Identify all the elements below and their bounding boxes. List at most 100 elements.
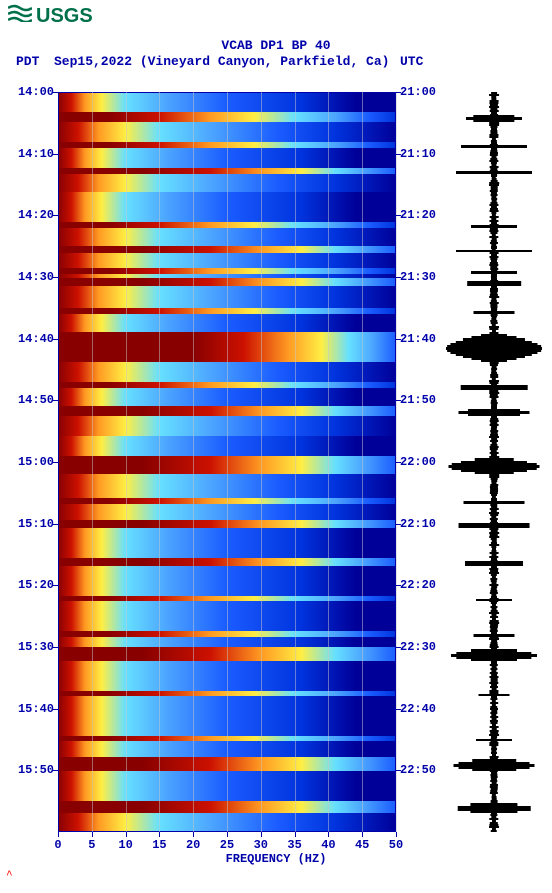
tick-mark	[58, 832, 59, 837]
tick-mark	[53, 462, 58, 463]
waveform-burst	[491, 566, 497, 569]
waveform-noise	[491, 830, 497, 832]
tick-mark	[92, 832, 93, 837]
tick-mark	[396, 524, 401, 525]
gridline	[193, 92, 194, 832]
tick-mark	[53, 215, 58, 216]
y-tick-right: 22:30	[400, 640, 436, 654]
x-tick: 25	[220, 838, 234, 852]
tick-mark	[396, 832, 397, 837]
usgs-logo: USGS	[8, 4, 93, 28]
waveform-burst	[491, 148, 497, 151]
waveform-burst	[491, 741, 497, 743]
date-location: Sep15,2022 (Vineyard Canyon, Parkfield, …	[54, 54, 389, 69]
tick-mark	[396, 462, 401, 463]
gridline	[295, 92, 296, 832]
waveform-burst	[491, 253, 497, 256]
waveform-burst	[491, 661, 497, 664]
chart-title: VCAB DP1 BP 40	[0, 38, 552, 53]
tick-mark	[396, 215, 401, 216]
tick-mark	[396, 770, 401, 771]
tick-mark	[396, 709, 401, 710]
y-tick-right: 22:10	[400, 517, 436, 531]
y-tick-right: 22:20	[400, 578, 436, 592]
y-tick-right: 22:00	[400, 455, 436, 469]
y-tick-left: 15:10	[18, 517, 54, 531]
waveform-burst	[491, 528, 497, 531]
y-tick-right: 22:50	[400, 763, 436, 777]
tick-mark	[53, 585, 58, 586]
y-tick-right: 21:50	[400, 393, 436, 407]
tick-mark	[396, 647, 401, 648]
waveform-burst	[491, 601, 497, 603]
tick-mark	[362, 832, 363, 837]
tick-mark	[396, 154, 401, 155]
y-tick-left: 14:30	[18, 270, 54, 284]
tick-mark	[126, 832, 127, 837]
waveform-burst	[491, 474, 497, 477]
waveform-burst	[491, 696, 497, 698]
x-tick: 0	[54, 838, 61, 852]
waveform-trace	[446, 92, 542, 832]
tick-mark	[227, 832, 228, 837]
y-tick-right: 21:10	[400, 147, 436, 161]
x-tick: 40	[321, 838, 335, 852]
tick-mark	[53, 709, 58, 710]
waveform-burst	[456, 250, 532, 253]
tick-mark	[53, 92, 58, 93]
tz-left-label: PDT	[16, 54, 39, 69]
waveform-burst	[491, 314, 497, 317]
waveform-burst	[491, 390, 497, 393]
tick-mark	[193, 832, 194, 837]
x-tick: 35	[287, 838, 301, 852]
y-tick-right: 22:40	[400, 702, 436, 716]
y-tick-left: 15:30	[18, 640, 54, 654]
waveform-burst	[491, 637, 497, 640]
waveform-burst	[491, 228, 497, 231]
tick-mark	[53, 154, 58, 155]
tick-mark	[396, 277, 401, 278]
tick-mark	[53, 770, 58, 771]
y-tick-left: 14:00	[18, 85, 54, 99]
waveform-burst	[491, 813, 497, 816]
y-tick-left: 15:50	[18, 763, 54, 777]
x-axis-label: FREQUENCY (HZ)	[0, 852, 552, 866]
x-tick: 30	[254, 838, 268, 852]
waveform-burst	[491, 771, 497, 774]
tick-mark	[53, 277, 58, 278]
y-tick-right: 21:00	[400, 85, 436, 99]
x-tick: 20	[186, 838, 200, 852]
tick-mark	[295, 832, 296, 837]
tick-mark	[53, 524, 58, 525]
y-tick-left: 14:10	[18, 147, 54, 161]
waveform-burst	[491, 504, 497, 507]
logo-waves-icon	[8, 4, 32, 28]
y-tick-left: 14:40	[18, 332, 54, 346]
gridline	[362, 92, 363, 832]
caret-icon: ^	[6, 870, 13, 882]
x-tick: 10	[118, 838, 132, 852]
waveform-burst	[491, 174, 497, 177]
waveform-burst	[491, 246, 497, 249]
waveform-burst	[491, 122, 497, 125]
spectrogram-plot	[58, 92, 396, 832]
x-tick: 5	[88, 838, 95, 852]
gridline	[261, 92, 262, 832]
waveform-burst	[491, 416, 497, 419]
tick-mark	[53, 339, 58, 340]
tick-mark	[53, 647, 58, 648]
tick-mark	[261, 832, 262, 837]
x-tick: 45	[355, 838, 369, 852]
tick-mark	[396, 92, 401, 93]
gridline	[92, 92, 93, 832]
tick-mark	[53, 400, 58, 401]
tick-mark	[328, 832, 329, 837]
gridline	[328, 92, 329, 832]
tick-mark	[159, 832, 160, 837]
x-tick: 15	[152, 838, 166, 852]
y-tick-left: 15:20	[18, 578, 54, 592]
tick-mark	[396, 400, 401, 401]
tick-mark	[396, 339, 401, 340]
y-tick-right: 21:30	[400, 270, 436, 284]
gridline	[227, 92, 228, 832]
